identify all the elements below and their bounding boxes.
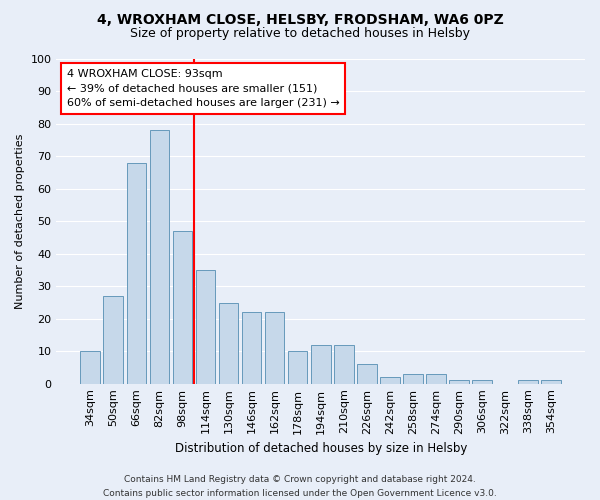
Bar bbox=[311, 344, 331, 384]
Bar bbox=[219, 302, 238, 384]
Bar bbox=[449, 380, 469, 384]
Bar bbox=[149, 130, 169, 384]
Bar bbox=[380, 377, 400, 384]
Text: Contains HM Land Registry data © Crown copyright and database right 2024.
Contai: Contains HM Land Registry data © Crown c… bbox=[103, 476, 497, 498]
Bar bbox=[103, 296, 123, 384]
X-axis label: Distribution of detached houses by size in Helsby: Distribution of detached houses by size … bbox=[175, 442, 467, 455]
Bar bbox=[288, 351, 307, 384]
Bar bbox=[80, 351, 100, 384]
Bar bbox=[196, 270, 215, 384]
Y-axis label: Number of detached properties: Number of detached properties bbox=[15, 134, 25, 309]
Bar bbox=[334, 344, 353, 384]
Bar bbox=[127, 163, 146, 384]
Bar bbox=[403, 374, 422, 384]
Bar bbox=[472, 380, 492, 384]
Text: Size of property relative to detached houses in Helsby: Size of property relative to detached ho… bbox=[130, 28, 470, 40]
Bar bbox=[541, 380, 561, 384]
Bar bbox=[242, 312, 262, 384]
Text: 4, WROXHAM CLOSE, HELSBY, FRODSHAM, WA6 0PZ: 4, WROXHAM CLOSE, HELSBY, FRODSHAM, WA6 … bbox=[97, 12, 503, 26]
Bar bbox=[265, 312, 284, 384]
Bar bbox=[518, 380, 538, 384]
Bar bbox=[173, 231, 192, 384]
Bar bbox=[426, 374, 446, 384]
Text: 4 WROXHAM CLOSE: 93sqm
← 39% of detached houses are smaller (151)
60% of semi-de: 4 WROXHAM CLOSE: 93sqm ← 39% of detached… bbox=[67, 68, 340, 108]
Bar bbox=[357, 364, 377, 384]
